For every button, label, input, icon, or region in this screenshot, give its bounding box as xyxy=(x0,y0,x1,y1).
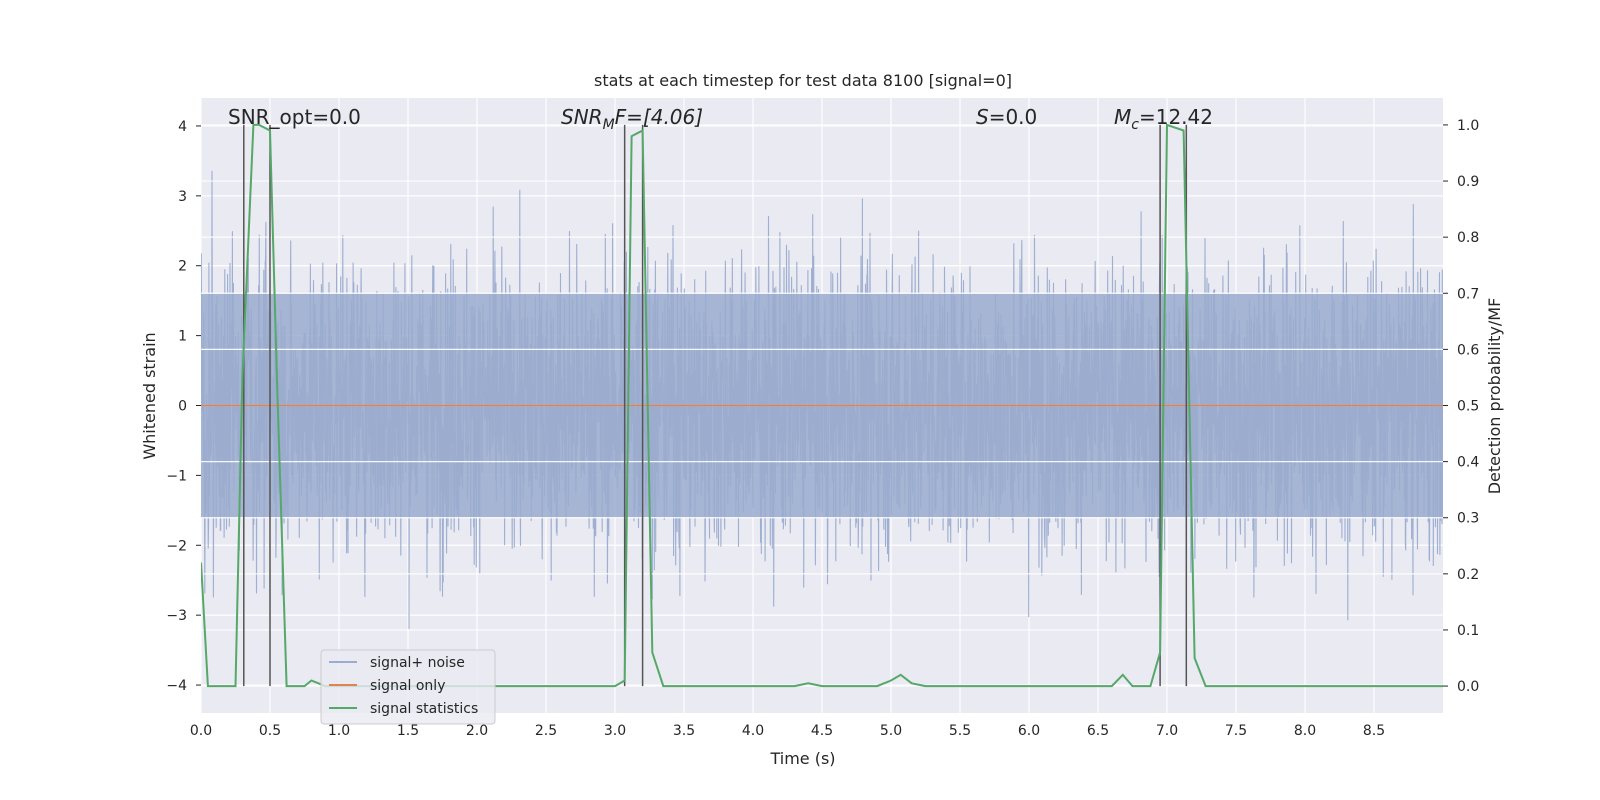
y2-tick-label: 0.0 xyxy=(1457,679,1479,695)
y-tick-label: 1 xyxy=(178,329,187,345)
y2-axis-label: Detection probability/MF xyxy=(1485,298,1504,495)
chart-title: stats at each timestep for test data 810… xyxy=(594,71,1012,90)
x-tick-label: 1.5 xyxy=(397,723,419,739)
y-tick-label: 2 xyxy=(178,259,187,275)
x-tick-label: 2.0 xyxy=(466,723,488,739)
annotation-snr-opt: SNR_opt=0.0 xyxy=(228,105,361,129)
y2-tick-label: 0.7 xyxy=(1457,286,1479,302)
y2-tick-label: 0.5 xyxy=(1457,399,1479,415)
signal-statistics-line xyxy=(201,123,1443,688)
y2-tick-label: 0.4 xyxy=(1457,455,1479,471)
y2-tick-label: 0.2 xyxy=(1457,567,1479,583)
vertical-markers xyxy=(243,124,1188,687)
noise-line xyxy=(201,170,1443,630)
x-tick-label: 1.0 xyxy=(328,723,350,739)
snr-mf-prefix: SNR xyxy=(561,105,603,129)
x-tick-label: 7.5 xyxy=(1225,723,1247,739)
legend-label-signal-noise: signal+ noise xyxy=(370,655,465,671)
y-tick-label: −2 xyxy=(166,538,187,554)
y-tick-label: −4 xyxy=(166,678,187,694)
series-signal-statistics xyxy=(201,123,1443,688)
x-tick-label: 6.5 xyxy=(1087,723,1109,739)
y-tick-label: −3 xyxy=(166,608,187,624)
legend-label-signal-only: signal only xyxy=(370,678,445,694)
s-value: =0.0 xyxy=(989,105,1038,129)
x-ticks: 0.0 0.5 1.0 1.5 2.0 2.5 3.0 3.5 4.0 4.5 5.0 5.5 6.0 6… xyxy=(190,723,1385,739)
y2-tick-label: 0.8 xyxy=(1457,230,1479,246)
mc-value: =12.42 xyxy=(1139,105,1213,129)
snr-mf-suffix: F=[4.06] xyxy=(615,105,703,129)
y-axis-label: Whitened strain xyxy=(140,332,159,459)
y-tick-label: 4 xyxy=(178,119,187,135)
x-tick-label: 4.0 xyxy=(742,723,764,739)
y2-tick-label: 1.0 xyxy=(1457,118,1479,134)
y2-ticks: 1.0 0.9 0.8 0.7 0.6 0.5 0.4 0.3 0.2 0.1 0.0 xyxy=(1443,118,1479,695)
y-tick-label: 0 xyxy=(178,399,187,415)
y-ticks: 4 3 2 1 0 −1 −2 −3 −4 xyxy=(166,119,201,694)
x-tick-label: 3.5 xyxy=(673,723,695,739)
x-tick-label: 5.0 xyxy=(880,723,902,739)
mc-sub: c xyxy=(1131,117,1139,133)
y2-tick-label: 0.3 xyxy=(1457,511,1479,527)
x-tick-label: 8.5 xyxy=(1363,723,1385,739)
legend-label-signal-statistics: signal statistics xyxy=(370,701,478,717)
annotation-mc: Mc=12.42 xyxy=(1114,105,1213,133)
x-tick-label: 3.0 xyxy=(604,723,626,739)
x-axis-label: Time (s) xyxy=(769,749,835,768)
x-tick-label: 0.0 xyxy=(190,723,212,739)
y-tick-label: 3 xyxy=(178,189,187,205)
y2-tick-label: 0.1 xyxy=(1457,623,1479,639)
legend-box xyxy=(320,649,496,725)
snr-mf-sub: M xyxy=(603,117,615,133)
x-tick-label: 7.0 xyxy=(1156,723,1178,739)
x-tick-label: 0.5 xyxy=(259,723,281,739)
x-tick-label: 5.5 xyxy=(949,723,971,739)
mc-var: M xyxy=(1114,105,1131,129)
annotation-snr-mf: SNRMF=[4.06] xyxy=(561,105,703,133)
legend: signal+ noise signal only signal statist… xyxy=(320,649,496,725)
x-tick-label: 8.0 xyxy=(1294,723,1316,739)
x-tick-label: 2.5 xyxy=(535,723,557,739)
x-tick-label: 6.0 xyxy=(1018,723,1040,739)
annotation-s: S=0.0 xyxy=(976,105,1037,129)
y2-tick-label: 0.9 xyxy=(1457,174,1479,190)
x-tick-label: 4.5 xyxy=(811,723,833,739)
y-tick-label: −1 xyxy=(166,468,187,484)
y2-tick-label: 0.6 xyxy=(1457,342,1479,358)
s-var: S xyxy=(976,105,989,129)
